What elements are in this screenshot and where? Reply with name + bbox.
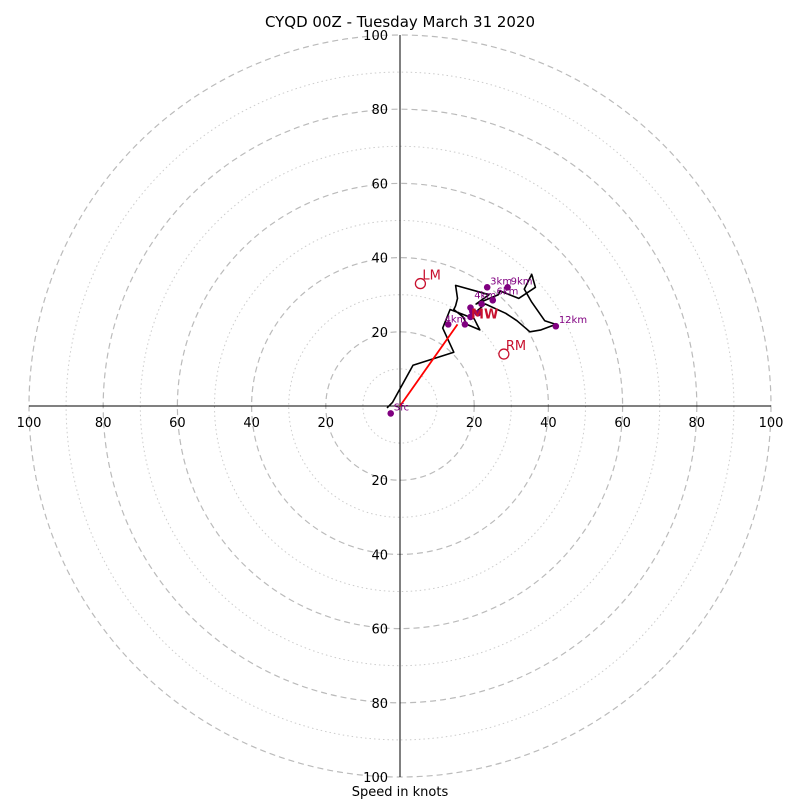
height-label: 4km	[445, 315, 467, 326]
height-label: 6km	[496, 287, 518, 298]
x-tick-label: 100	[759, 416, 784, 431]
hodograph-trace	[386, 273, 557, 409]
x-tick-label: 20	[466, 416, 483, 431]
tick-labels: 100 80 60 40 20 20 40 60 80 100 20 40 60 80 100 20 40 60 8…	[17, 29, 784, 786]
height-point	[467, 313, 474, 321]
height-point	[489, 296, 497, 304]
x-tick-label: 40	[540, 416, 557, 431]
x-tick-label: 100	[17, 416, 42, 431]
y-tick-label: 100	[363, 29, 388, 44]
height-point	[552, 322, 560, 330]
height-point	[461, 321, 469, 328]
y-tick-label: 80	[371, 103, 388, 118]
y-tick-label: 40	[371, 252, 388, 267]
x-tick-label: 20	[318, 416, 335, 431]
x-tick-label: 40	[243, 416, 260, 431]
height-label: 9km	[511, 276, 533, 287]
y-tick-label: 100	[363, 771, 388, 786]
height-point	[444, 321, 452, 328]
x-axis-label: Speed in knots	[352, 785, 449, 800]
storm-motion-label: MW	[471, 307, 498, 322]
storm-motion-marker	[414, 277, 427, 290]
height-label: 12km	[559, 315, 587, 326]
chart-title: CYQD 00Z - Tuesday March 31 2020	[265, 13, 535, 31]
height-point	[387, 410, 395, 417]
x-tick-label: 80	[689, 416, 706, 431]
height-point	[474, 309, 482, 317]
height-point	[469, 308, 476, 315]
height-point	[504, 283, 511, 291]
x-tick-label: 60	[614, 416, 631, 431]
y-tick-label: 60	[371, 623, 388, 638]
y-tick-label: 80	[371, 697, 388, 712]
height-point	[483, 283, 491, 291]
height-label: Sfc	[394, 402, 409, 413]
height-label: 4km	[474, 290, 496, 301]
x-tick-label: 80	[95, 416, 112, 431]
y-tick-label: 60	[371, 177, 388, 192]
y-tick-label: 20	[371, 326, 388, 341]
height-label: 3km	[490, 276, 512, 287]
height-point	[478, 300, 485, 308]
y-tick-label: 20	[371, 474, 388, 489]
x-tick-label: 60	[169, 416, 186, 431]
y-tick-label: 40	[371, 548, 388, 563]
shear-vector	[399, 323, 459, 407]
storm-motion-marker	[498, 348, 510, 360]
storm-motion-label: LM	[422, 269, 440, 284]
storm-motion-label: RM	[506, 339, 526, 354]
